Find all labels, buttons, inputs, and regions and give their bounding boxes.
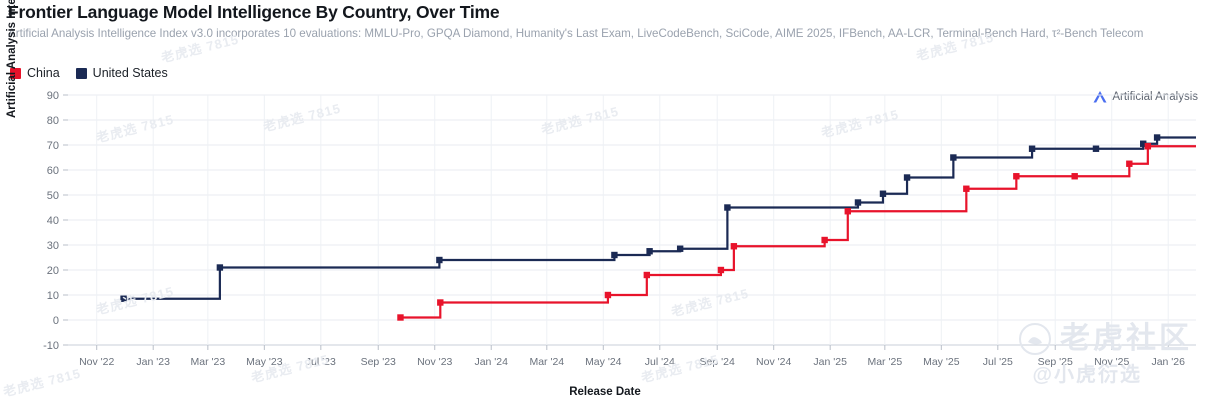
legend-label-china: China [27,66,60,80]
data-point-marker[interactable] [1092,145,1100,152]
brand-name: Artificial Analysis [1112,91,1198,103]
svg-text:Sep '23: Sep '23 [361,356,396,368]
data-point-marker[interactable] [950,154,957,161]
data-point-marker[interactable] [1013,173,1020,180]
data-point-marker[interactable] [437,299,444,306]
data-point-marker[interactable] [1144,143,1152,150]
data-point-marker[interactable] [821,236,828,244]
data-point-marker[interactable] [676,245,684,252]
svg-text:30: 30 [47,240,59,252]
svg-text:Nov '23: Nov '23 [417,356,452,368]
data-point-marker[interactable] [854,199,862,206]
data-point-marker[interactable] [730,243,738,250]
data-point-marker[interactable] [1126,160,1133,167]
legend-swatch-united-states [75,67,87,79]
svg-text:Jul '24: Jul '24 [645,356,675,368]
svg-text:80: 80 [47,115,59,127]
svg-text:70: 70 [47,140,59,152]
data-point-marker[interactable] [724,204,731,211]
svg-text:-10: -10 [43,340,59,352]
data-point-marker[interactable] [643,271,651,279]
x-axis-ticks: Nov '22 Jan '23 Mar '23 May '23 Jul '23 Sep '… [79,345,1185,368]
data-point-marker[interactable] [1028,145,1036,152]
gridlines [68,94,1196,346]
legend-item-united-states[interactable]: United States [75,66,168,80]
svg-text:20: 20 [47,265,59,277]
svg-text:Nov '25: Nov '25 [1094,356,1129,368]
data-point-marker[interactable] [717,266,725,274]
legend-item-china[interactable]: China [10,66,60,80]
data-point-marker[interactable] [879,190,887,197]
svg-text:50: 50 [47,190,59,202]
data-point-marker[interactable] [604,291,612,299]
svg-text:Jul '23: Jul '23 [306,356,336,368]
svg-text:0: 0 [53,315,59,327]
chart-legend: China United States [10,66,168,80]
data-series [120,134,1196,321]
svg-text:Jan '24: Jan '24 [474,356,508,368]
data-point-marker[interactable] [611,251,618,259]
svg-text:Jul '25: Jul '25 [983,356,1013,368]
data-point-marker[interactable] [436,256,443,264]
svg-text:Sep '24: Sep '24 [700,356,735,368]
data-point-marker[interactable] [120,295,127,302]
svg-text:90: 90 [47,90,59,102]
svg-text:Mar '23: Mar '23 [190,356,225,368]
svg-text:May '25: May '25 [923,356,960,368]
data-point-marker[interactable] [844,208,851,215]
svg-text:40: 40 [47,215,59,227]
svg-text:Nov '22: Nov '22 [79,356,114,368]
triangle-logo-icon [1093,91,1107,103]
legend-swatch-china [10,67,21,79]
data-point-marker[interactable] [646,248,653,255]
data-point-marker[interactable] [1071,173,1078,180]
svg-text:Nov '24: Nov '24 [756,356,791,368]
data-point-marker[interactable] [216,264,224,271]
y-axis-ticks: -10 0 10 20 30 40 50 60 70 80 90 [43,90,68,352]
page-title: Frontier Language Model Intelligence By … [8,2,500,22]
series-line-china [400,145,1196,319]
svg-text:Jan '23: Jan '23 [136,356,170,368]
page-subtitle: Artificial Analysis Intelligence Index v… [8,27,1144,40]
data-point-marker[interactable] [397,314,404,321]
svg-text:Jan '25: Jan '25 [813,356,847,368]
svg-text:60: 60 [47,165,59,177]
svg-text:May '23: May '23 [246,356,283,368]
svg-text:Mar '25: Mar '25 [867,356,902,368]
data-point-marker[interactable] [1153,134,1161,141]
data-point-marker[interactable] [1140,140,1147,147]
data-point-marker[interactable] [903,174,911,181]
svg-text:Mar '24: Mar '24 [529,356,564,368]
brand-watermark: Artificial Analysis [1093,91,1198,103]
svg-text:Sep '25: Sep '25 [1038,356,1073,368]
svg-text:10: 10 [47,290,59,302]
svg-text:Jan '26: Jan '26 [1151,356,1185,368]
data-point-marker[interactable] [963,185,970,192]
svg-text:May '24: May '24 [585,356,622,368]
x-axis-title: Release Date [569,386,641,398]
legend-label-united-states: United States [92,66,168,80]
